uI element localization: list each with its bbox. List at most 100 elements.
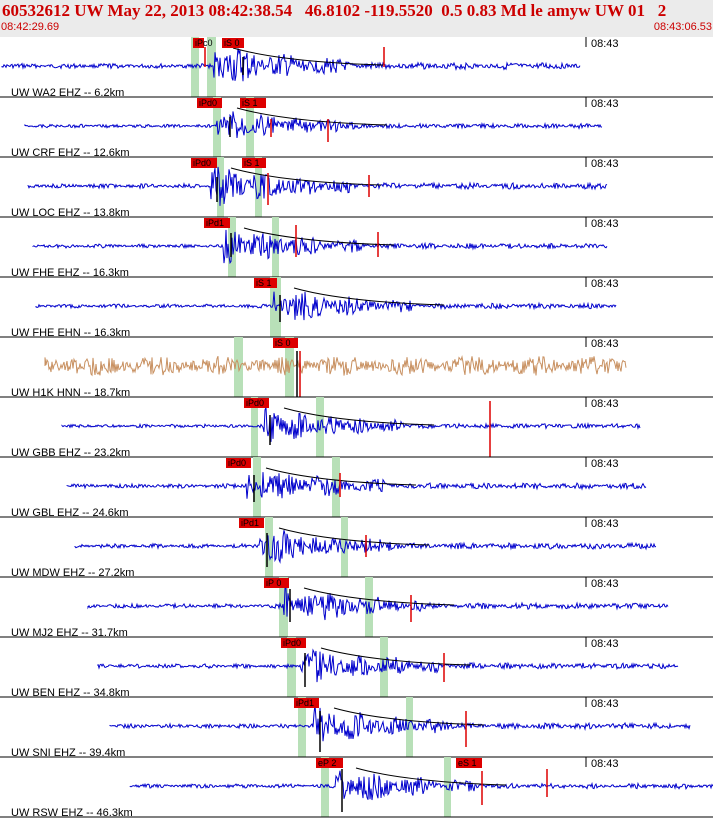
pick-box xyxy=(316,758,343,768)
station-label: UW CRF EHZ -- 12.6km xyxy=(11,147,130,159)
trace-waveform xyxy=(44,355,627,377)
time-tick-label: 08:43 xyxy=(591,518,619,530)
pick-label: iS 0 xyxy=(275,338,291,348)
time-tick-label: 08:43 xyxy=(591,458,619,470)
start-time: 08:42:29.69 xyxy=(1,21,60,33)
station-label: UW FHE EHN -- 16.3km xyxy=(11,327,130,339)
time-tick-label: 08:43 xyxy=(591,758,619,770)
window-band xyxy=(191,37,199,97)
pick-box xyxy=(294,698,319,708)
coda-curve xyxy=(355,767,507,786)
pick-label: iPd0 xyxy=(199,98,217,108)
trace-waveform xyxy=(74,530,657,564)
event-title: 60532612 UW May 22, 2013 08:42:38.54 46.… xyxy=(2,1,667,20)
window-band xyxy=(255,157,262,217)
coda-curve xyxy=(293,287,445,306)
station-label: UW GBB EHZ -- 23.2km xyxy=(11,447,130,459)
pick-label: iPd1 xyxy=(206,218,224,228)
pick-box xyxy=(193,38,204,48)
pick-label: iPd0 xyxy=(193,158,211,168)
pick-box xyxy=(242,158,266,168)
pick-box xyxy=(204,218,230,228)
coda-curve xyxy=(303,587,455,606)
pick-label: iPd1 xyxy=(241,518,259,528)
window-band xyxy=(217,157,224,217)
window-band xyxy=(341,517,348,577)
pick-box xyxy=(222,38,244,48)
pick-label: iPc0 xyxy=(195,38,213,48)
window-band xyxy=(207,37,216,97)
coda-curve xyxy=(232,47,384,66)
trace-waveform xyxy=(87,587,669,621)
window-band xyxy=(444,757,451,817)
trace-waveform xyxy=(109,704,691,742)
station-label: UW H1K HNN -- 18.7km xyxy=(11,387,130,399)
trace-waveform xyxy=(27,166,608,206)
end-time: 08:43:06.53 xyxy=(653,21,712,33)
pick-box xyxy=(273,338,298,348)
coda-curve xyxy=(333,707,485,726)
seismogram-plot: iPc0 iS 0 08:43 UW WA2 EHZ -- 6.2km iPd0 iS 1… xyxy=(0,37,713,818)
pick-label: iPd0 xyxy=(246,398,264,408)
pick-label: iPd1 xyxy=(296,698,314,708)
station-label: UW GBL EHZ -- 24.6km xyxy=(11,507,129,519)
pick-box xyxy=(239,518,264,528)
trace-waveform xyxy=(32,229,608,265)
station-label: UW WA2 EHZ -- 6.2km xyxy=(11,87,124,99)
time-tick-label: 08:43 xyxy=(591,638,619,650)
coda-curve xyxy=(236,107,388,126)
time-tick-label: 08:43 xyxy=(591,98,619,110)
time-tick-label: 08:43 xyxy=(591,698,619,710)
pick-label: eP 2 xyxy=(318,758,336,768)
time-tick-label: 08:43 xyxy=(591,278,619,290)
pick-box xyxy=(240,98,266,108)
station-label: UW BEN EHZ -- 34.8km xyxy=(11,687,130,699)
station-label: UW SNI EHZ -- 39.4km xyxy=(11,747,125,759)
pick-label: iPd0 xyxy=(283,638,301,648)
pick-box xyxy=(281,638,306,648)
trace-waveform xyxy=(61,407,641,442)
time-tick-label: 08:43 xyxy=(591,218,619,230)
pick-label: iS 1 xyxy=(242,98,258,108)
window-band xyxy=(321,757,329,817)
pick-box xyxy=(264,578,289,588)
trace-waveform xyxy=(97,648,679,683)
station-label: UW MJ2 EHZ -- 31.7km xyxy=(11,627,128,639)
pick-box xyxy=(226,458,251,468)
coda-curve xyxy=(320,647,472,666)
time-tick-label: 08:43 xyxy=(591,158,619,170)
time-tick-label: 08:43 xyxy=(591,578,619,590)
coda-curve xyxy=(230,167,382,186)
trace-waveform xyxy=(66,472,647,499)
station-label: UW MDW EHZ -- 27.2km xyxy=(11,567,134,579)
pick-box xyxy=(191,158,217,168)
trace-waveform xyxy=(24,111,603,139)
pick-label: iS 0 xyxy=(224,38,240,48)
pick-label: iS 1 xyxy=(256,278,272,288)
trace-waveform xyxy=(129,770,713,801)
coda-curve xyxy=(265,467,417,486)
pick-box xyxy=(456,758,482,768)
station-label: UW FHE EHZ -- 16.3km xyxy=(11,267,129,279)
pick-label: iS 1 xyxy=(244,158,260,168)
window-band xyxy=(406,697,413,757)
trace-waveform xyxy=(1,48,581,82)
pick-label: iPd0 xyxy=(228,458,246,468)
pick-box xyxy=(244,398,269,408)
station-label: UW LOC EHZ -- 13.8km xyxy=(11,207,130,219)
coda-curve xyxy=(278,527,430,546)
trace-waveform xyxy=(35,291,617,321)
time-tick-label: 08:43 xyxy=(591,338,619,350)
pick-box xyxy=(197,98,222,108)
coda-curve xyxy=(243,227,395,246)
header-bar: 60532612 UW May 22, 2013 08:42:38.54 46.… xyxy=(0,0,713,37)
pick-label: iP 0 xyxy=(266,578,281,588)
time-tick-label: 08:43 xyxy=(591,398,619,410)
window-band xyxy=(332,457,340,517)
pick-label: eS 1 xyxy=(458,758,477,768)
window-band xyxy=(246,97,254,157)
coda-curve xyxy=(283,407,435,426)
pick-box xyxy=(254,278,277,288)
window-band xyxy=(298,697,306,757)
time-tick-label: 08:43 xyxy=(591,38,619,50)
